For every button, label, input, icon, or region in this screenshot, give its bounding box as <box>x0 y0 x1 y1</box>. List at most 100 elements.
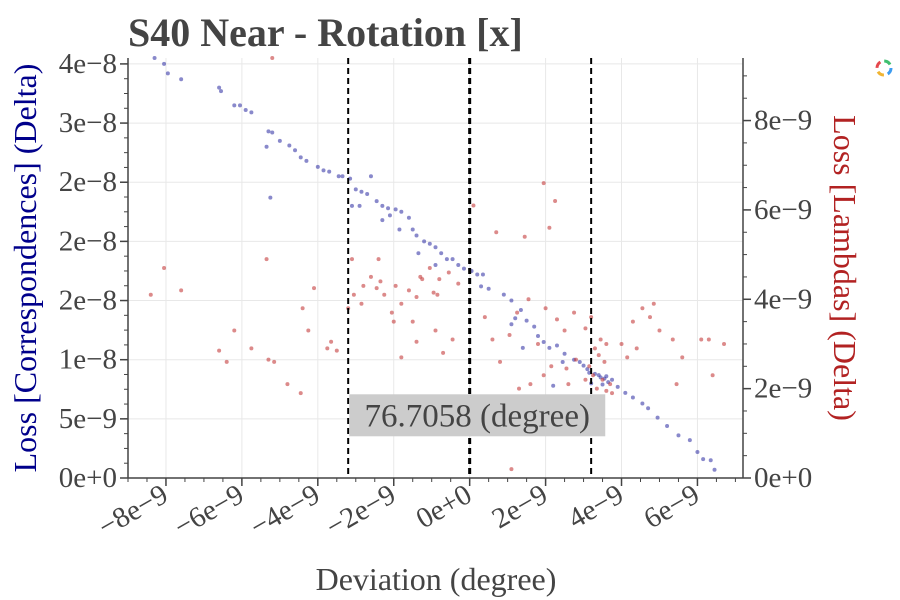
data-point-correspondences <box>640 401 645 406</box>
data-point-correspondences <box>708 458 713 463</box>
chart-title: S40 Near - Rotation [x] <box>128 10 523 55</box>
data-point-lambdas <box>610 391 615 396</box>
data-point-lambdas <box>619 341 624 346</box>
data-point-correspondences <box>249 110 254 115</box>
data-point-lambdas <box>625 355 630 360</box>
data-point-correspondences <box>165 71 170 76</box>
data-point-correspondences <box>604 374 609 379</box>
data-point-lambdas <box>572 310 577 315</box>
data-point-lambdas <box>498 359 503 364</box>
data-point-correspondences <box>630 395 635 400</box>
data-point-correspondences <box>387 213 392 218</box>
data-point-lambdas <box>312 286 317 291</box>
data-point-lambdas <box>490 337 495 342</box>
data-point-correspondences <box>509 298 514 303</box>
data-point-correspondences <box>315 164 320 169</box>
plotly-logo-icon[interactable] <box>875 59 893 77</box>
data-point-correspondences <box>393 207 398 212</box>
data-point-lambdas <box>410 319 415 324</box>
data-point-correspondences <box>610 377 615 382</box>
data-point-correspondences <box>243 108 248 113</box>
data-point-lambdas <box>536 341 540 346</box>
data-point-correspondences <box>232 103 237 108</box>
data-point-correspondences <box>585 367 590 372</box>
data-point-lambdas <box>306 328 311 333</box>
data-point-lambdas <box>162 266 167 270</box>
data-point-lambdas <box>634 346 639 351</box>
data-point-correspondences <box>179 77 184 82</box>
data-point-correspondences <box>456 263 461 268</box>
data-point-lambdas <box>300 306 305 311</box>
data-point-correspondences <box>687 438 692 443</box>
data-point-lambdas <box>450 337 455 342</box>
data-point-lambdas <box>264 257 269 262</box>
data-point-lambdas <box>376 257 381 262</box>
y-left-tick-label: 1e−8 <box>59 344 117 376</box>
data-point-lambdas <box>433 328 438 333</box>
data-point-correspondences <box>162 61 167 66</box>
data-point-lambdas <box>382 292 387 297</box>
data-point-correspondences <box>433 263 438 268</box>
data-point-lambdas <box>674 382 679 387</box>
data-point-lambdas <box>543 306 548 311</box>
data-point-lambdas <box>406 288 411 293</box>
data-point-lambdas <box>148 292 153 297</box>
data-point-lambdas <box>471 203 476 208</box>
data-point-correspondences <box>357 203 362 208</box>
data-point-lambdas <box>393 283 398 288</box>
data-point-correspondences <box>365 192 370 197</box>
data-point-correspondences <box>551 383 556 388</box>
data-point-correspondences <box>480 272 485 277</box>
data-point-correspondences <box>541 339 546 344</box>
x-tick-label: −4e−9 <box>245 478 326 543</box>
data-point-correspondences <box>513 316 518 321</box>
y-left-tick-label: 2e−8 <box>59 166 117 198</box>
data-point-correspondences <box>562 351 567 356</box>
data-point-correspondences <box>600 382 605 387</box>
data-point-correspondences <box>374 199 379 204</box>
x-axis-title: Deviation (degree) <box>316 561 557 597</box>
data-point-lambdas <box>722 341 727 346</box>
data-point-lambdas <box>441 350 446 355</box>
data-point-correspondences <box>712 467 717 472</box>
data-point-correspondences <box>560 360 565 365</box>
data-point-lambdas <box>399 355 404 360</box>
data-point-lambdas <box>592 346 597 351</box>
data-point-lambdas <box>509 467 514 472</box>
data-point-correspondences <box>427 241 432 246</box>
data-point-correspondences <box>268 195 273 200</box>
data-point-lambdas <box>359 301 364 306</box>
data-point-correspondences <box>287 143 292 148</box>
data-point-correspondences <box>349 203 354 208</box>
data-point-correspondences <box>439 251 444 256</box>
x-tick-label: −2e−9 <box>321 478 402 543</box>
y-left-tick-label: 5e−9 <box>59 403 117 435</box>
annotation: 76.7058 (degree) <box>349 394 606 437</box>
data-point-correspondences <box>397 227 402 232</box>
data-point-lambdas <box>389 310 394 315</box>
data-point-lambdas <box>566 382 571 387</box>
x-tick-label: 0e+0 <box>411 478 477 535</box>
data-point-lambdas <box>710 373 715 378</box>
data-point-correspondences <box>520 345 525 350</box>
data-point-lambdas <box>414 295 419 300</box>
data-point-lambdas <box>604 341 609 346</box>
data-point-correspondences <box>554 343 559 348</box>
data-point-lambdas <box>217 348 222 353</box>
data-point-lambdas <box>232 328 237 333</box>
data-point-correspondences <box>676 433 681 438</box>
data-point-lambdas <box>680 355 685 360</box>
data-point-correspondences <box>264 144 269 149</box>
data-point-lambdas <box>374 286 379 291</box>
y-axis-left-title: Loss [Correspondences] (Delta) <box>7 64 43 473</box>
y-axis-right-title: Loss [Lambdas] (Delta) <box>827 115 863 421</box>
data-point-correspondences <box>695 449 700 454</box>
data-point-lambdas <box>270 56 275 60</box>
data-point-correspondences <box>340 174 345 179</box>
data-point-correspondences <box>293 148 298 153</box>
data-point-lambdas <box>670 337 675 342</box>
data-point-correspondences <box>509 322 514 327</box>
data-point-correspondences <box>665 423 670 428</box>
data-point-lambdas <box>600 377 605 382</box>
data-point-lambdas <box>437 277 442 282</box>
